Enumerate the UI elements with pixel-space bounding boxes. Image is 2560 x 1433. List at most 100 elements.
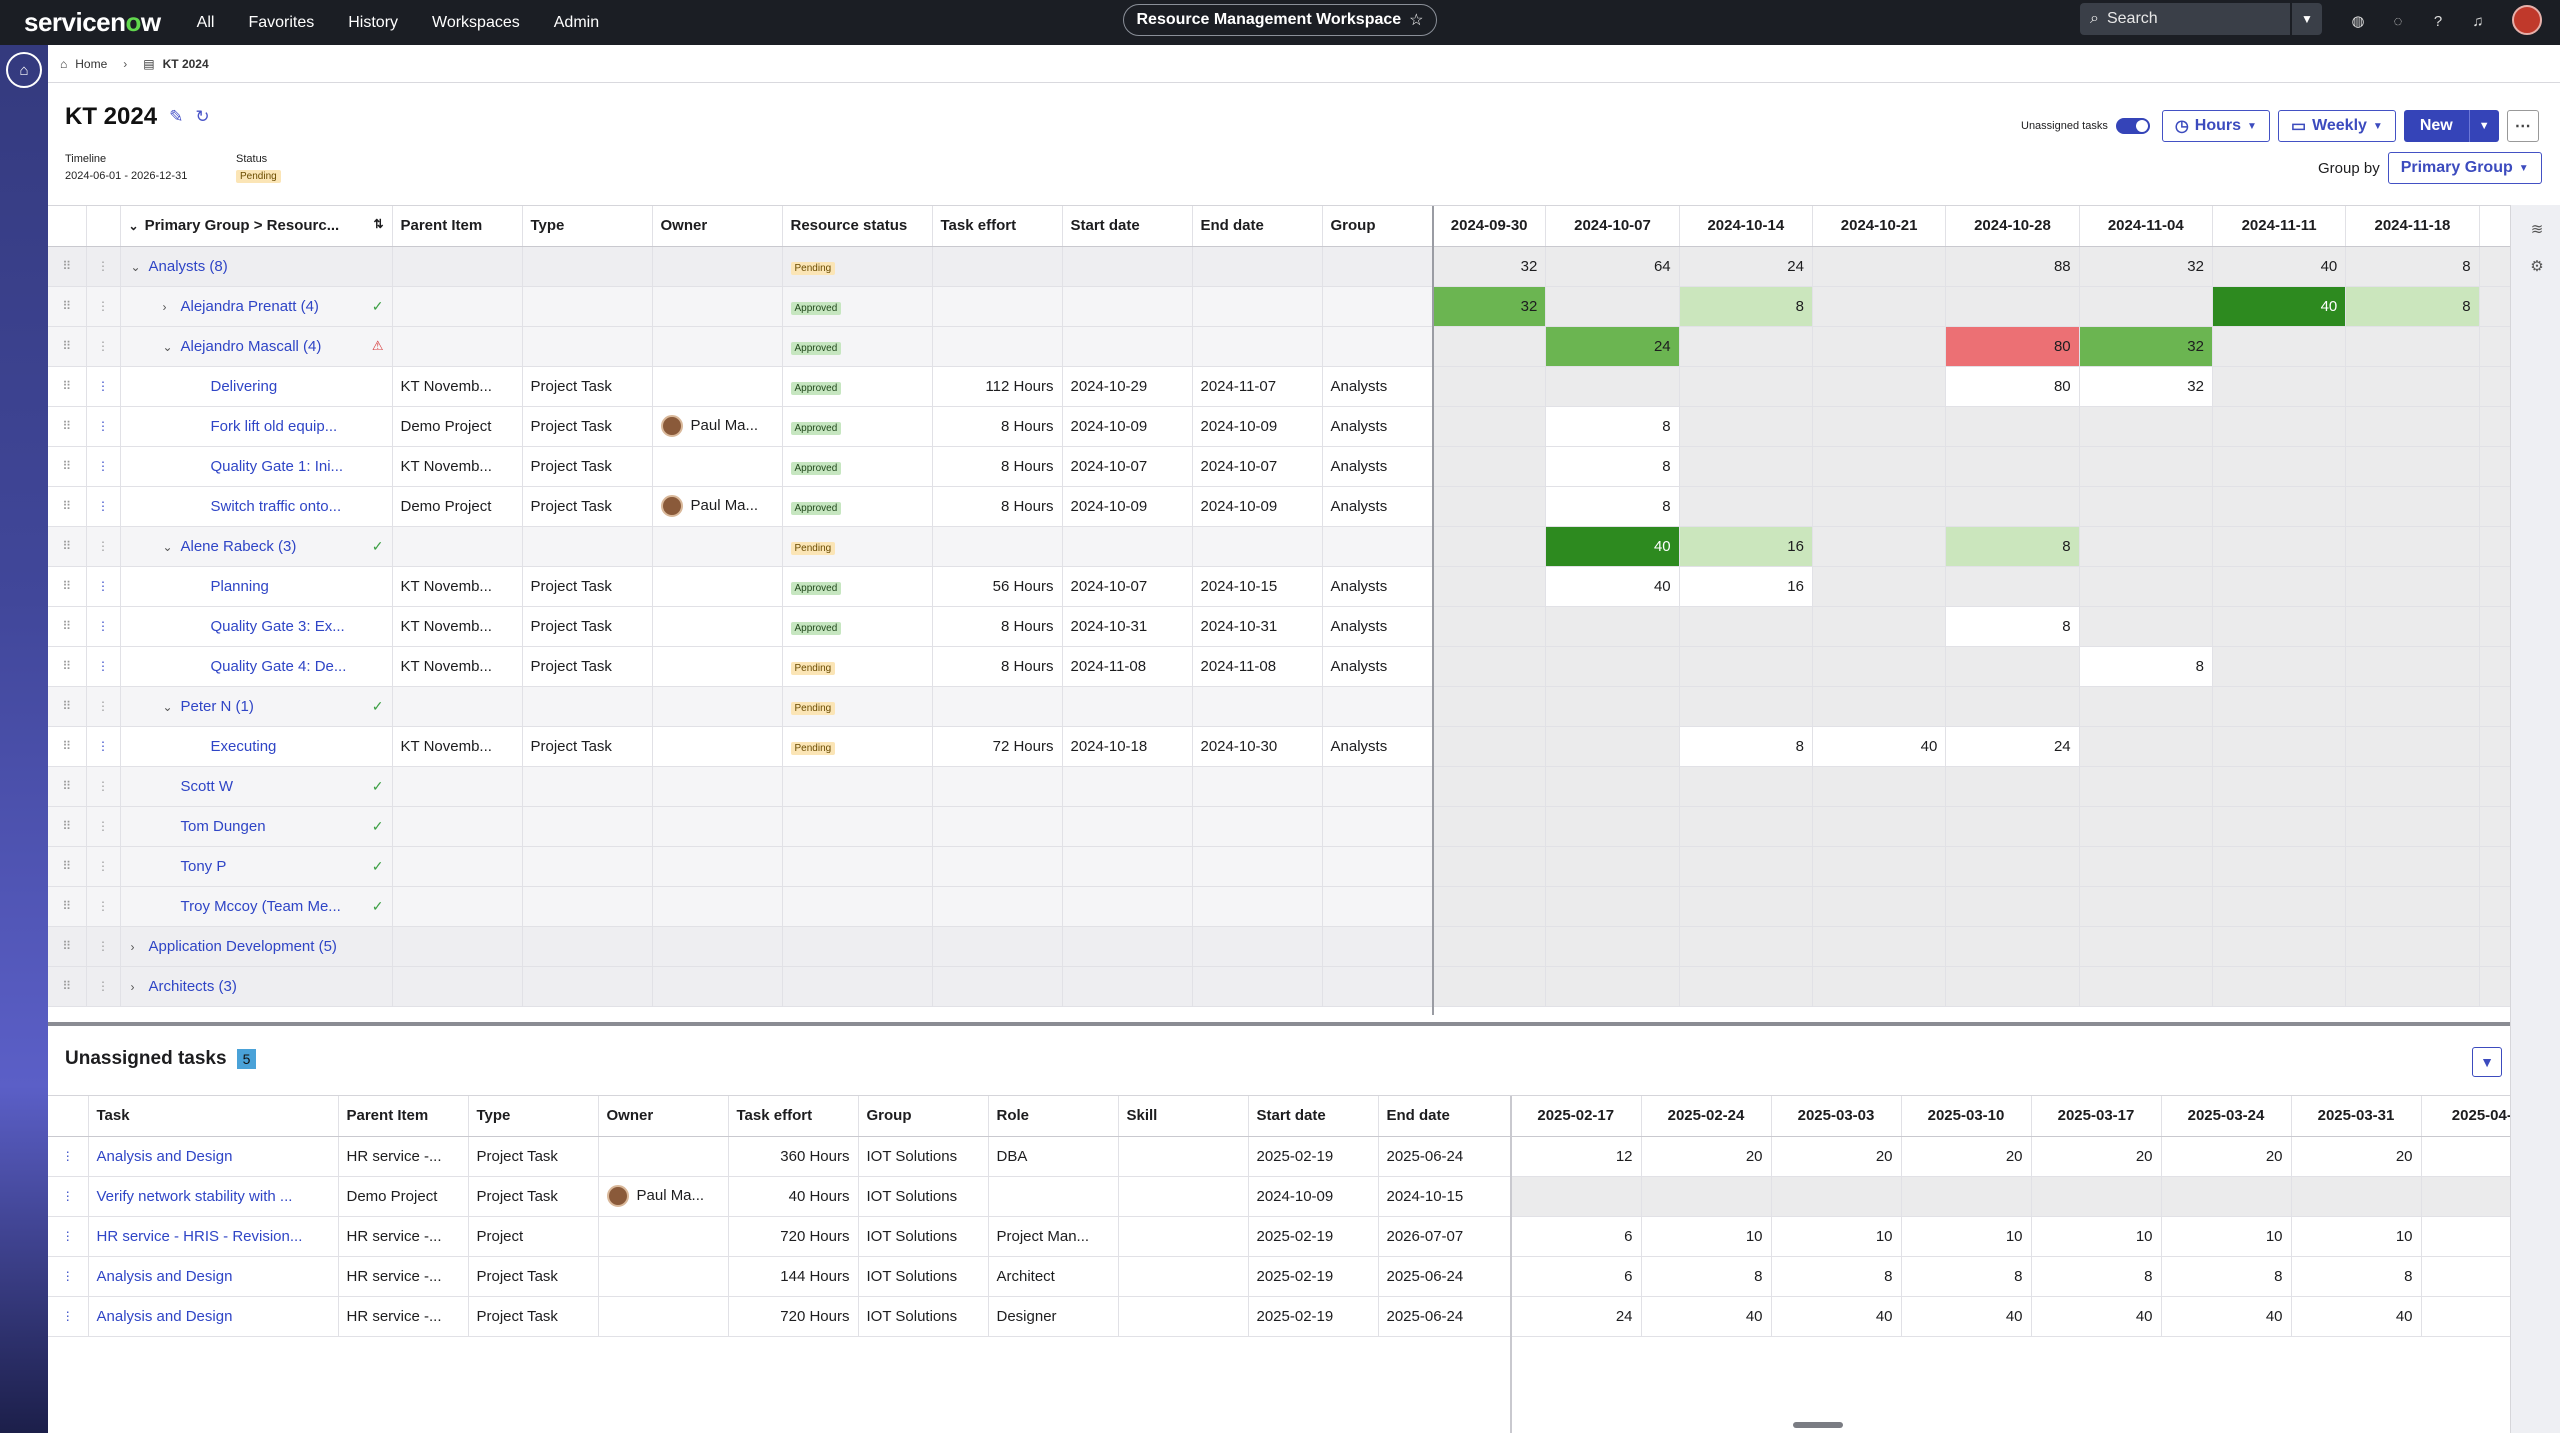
drag-handle-icon[interactable]: ⠿ <box>48 486 87 527</box>
allocation-cell[interactable] <box>2479 926 2510 967</box>
drag-handle-icon[interactable]: ⠿ <box>48 766 87 807</box>
allocation-cell[interactable] <box>1812 566 1947 607</box>
chevron-down-icon[interactable]: ⌄ <box>130 259 141 274</box>
allocation-cell[interactable]: 40 <box>2291 1296 2422 1337</box>
allocation-cell[interactable] <box>1679 806 1813 847</box>
row-menu-icon[interactable]: ⋮ <box>86 806 121 847</box>
allocation-cell[interactable] <box>1679 886 1813 927</box>
allocation-cell[interactable] <box>2079 806 2213 847</box>
allocation-cell[interactable] <box>1545 606 1680 647</box>
nav-all[interactable]: All <box>196 13 215 31</box>
unassigned-task-row[interactable]: ⋮ Verify network stability with ... Demo P… <box>48 1176 1512 1217</box>
task-link[interactable]: Verify network stability with ... <box>96 1187 293 1205</box>
allocation-cell[interactable] <box>1812 926 1947 967</box>
allocation-cell[interactable] <box>1945 846 2080 887</box>
allocation-cell[interactable] <box>2079 726 2213 767</box>
allocation-cell[interactable]: 8 <box>1545 446 1680 487</box>
allocation-cell[interactable] <box>2345 646 2480 687</box>
allocation-cell[interactable]: 40 <box>2212 286 2347 327</box>
drag-handle-icon[interactable]: ⠿ <box>48 646 87 687</box>
allocation-cell[interactable]: 10 <box>2031 1216 2162 1257</box>
allocation-cell[interactable] <box>1812 486 1947 527</box>
allocation-cell[interactable] <box>1945 686 2080 727</box>
row-menu-icon[interactable]: ⋮ <box>86 286 121 327</box>
allocation-cell[interactable] <box>2212 686 2347 727</box>
allocation-cell[interactable] <box>2345 526 2480 567</box>
allocation-cell[interactable]: 10 <box>1771 1216 1902 1257</box>
col-header-skill[interactable]: Skill <box>1118 1096 1249 1137</box>
new-button[interactable]: New <box>2403 110 2469 142</box>
allocation-cell[interactable] <box>1433 446 1547 487</box>
row-name-link[interactable]: Application Development (5) <box>148 937 337 955</box>
allocation-cell[interactable] <box>2212 886 2347 927</box>
allocation-cell[interactable]: 8 <box>1679 726 1813 767</box>
allocation-cell[interactable] <box>1812 406 1947 447</box>
chevron-right-icon[interactable]: › <box>162 299 167 314</box>
global-search[interactable]: ⌕ Search <box>2080 3 2290 35</box>
settings-gear-icon[interactable]: ⚙ <box>2530 258 2544 275</box>
drag-handle-icon[interactable]: ⠿ <box>48 966 87 1007</box>
row-menu-icon[interactable]: ⋮ <box>48 1256 89 1297</box>
allocation-cell[interactable] <box>1641 1176 1772 1217</box>
drag-handle-icon[interactable]: ⠿ <box>48 366 87 407</box>
allocation-cell[interactable] <box>2479 526 2510 567</box>
col-header-type[interactable]: Type <box>522 206 653 247</box>
allocation-cell[interactable]: 24 <box>1945 726 2080 767</box>
allocation-cell[interactable] <box>2479 686 2510 727</box>
allocation-cell[interactable]: 20 <box>2291 1136 2422 1177</box>
allocation-cell[interactable] <box>2345 846 2480 887</box>
user-avatar[interactable] <box>2512 5 2542 35</box>
allocation-cell[interactable]: 10 <box>1641 1216 1772 1257</box>
allocation-cell[interactable] <box>1433 366 1547 407</box>
allocation-cell[interactable] <box>2479 846 2510 887</box>
row-menu-icon[interactable]: ⋮ <box>48 1176 89 1217</box>
allocation-cell[interactable]: 20 <box>1641 1136 1772 1177</box>
col-header-type[interactable]: Type <box>468 1096 599 1137</box>
col-header-parent-item[interactable]: Parent Item <box>392 206 523 247</box>
allocation-cell[interactable]: 8 <box>1771 1256 1902 1297</box>
allocation-cell[interactable]: 32 <box>1433 286 1547 327</box>
unassigned-task-row[interactable]: ⋮ HR service - HRIS - Revision... HR servi… <box>48 1216 1512 1257</box>
allocation-cell[interactable] <box>1679 486 1813 527</box>
row-name-link[interactable]: Executing <box>210 737 277 755</box>
row-name-link[interactable]: Fork lift old equip... <box>210 417 338 435</box>
allocation-cell[interactable] <box>1812 606 1947 647</box>
allocation-cell[interactable] <box>1545 846 1680 887</box>
allocation-cell[interactable] <box>2212 366 2347 407</box>
row-name-link[interactable]: Delivering <box>210 377 278 395</box>
allocation-cell[interactable] <box>1433 326 1547 367</box>
task-link[interactable]: HR service - HRIS - Revision... <box>96 1227 303 1245</box>
allocation-cell[interactable] <box>2212 446 2347 487</box>
allocation-cell[interactable] <box>2479 726 2510 767</box>
allocation-cell[interactable] <box>2079 966 2213 1007</box>
drag-handle-icon[interactable]: ⠿ <box>48 246 87 287</box>
allocation-cell[interactable] <box>2212 926 2347 967</box>
col-header-owner[interactable]: Owner <box>598 1096 729 1137</box>
resource-row[interactable]: ⠿ ⋮ ⌄ Alejandro Mascall (4) ⚠ Approved <box>48 326 1434 367</box>
allocation-cell[interactable] <box>2345 446 2480 487</box>
allocation-cell[interactable] <box>2421 1136 2510 1177</box>
allocation-cell[interactable] <box>2161 1176 2292 1217</box>
allocation-cell[interactable] <box>2479 406 2510 447</box>
nav-history[interactable]: History <box>348 13 399 31</box>
allocation-cell[interactable] <box>2421 1296 2510 1337</box>
row-name-link[interactable]: Troy Mccoy (Team Me... <box>180 897 341 915</box>
row-menu-icon[interactable]: ⋮ <box>86 726 121 767</box>
allocation-cell[interactable] <box>1545 886 1680 927</box>
pane-splitter[interactable] <box>48 1022 2510 1026</box>
allocation-cell[interactable] <box>1545 806 1680 847</box>
allocation-cell[interactable] <box>1679 846 1813 887</box>
allocation-cell[interactable]: 10 <box>1901 1216 2032 1257</box>
allocation-cell[interactable] <box>1945 286 2080 327</box>
task-row[interactable]: ⠿ ⋮ Fork lift old equip... Demo Project Proj… <box>48 406 1434 447</box>
allocation-cell[interactable]: 40 <box>1901 1296 2032 1337</box>
allocation-cell[interactable] <box>2212 486 2347 527</box>
allocation-cell[interactable] <box>2345 966 2480 1007</box>
star-icon[interactable]: ☆ <box>1409 12 1424 29</box>
row-name-link[interactable]: Alejandra Prenatt (4) <box>180 297 319 315</box>
allocation-cell[interactable]: 16 <box>1679 566 1813 607</box>
allocation-cell[interactable] <box>1812 246 1947 287</box>
allocation-cell[interactable] <box>2479 766 2510 807</box>
resource-row[interactable]: ⠿ ⋮ Scott W ✓ <box>48 766 1434 807</box>
search-scope-dropdown[interactable]: ▼ <box>2292 3 2322 35</box>
